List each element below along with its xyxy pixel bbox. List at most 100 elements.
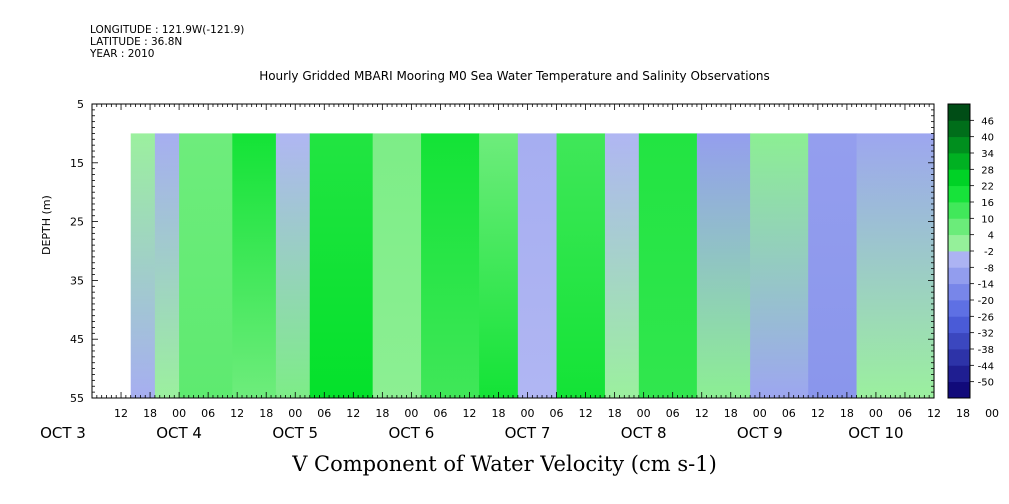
heatmap-band <box>179 133 233 398</box>
x-day-label: OCT 8 <box>621 424 667 442</box>
heatmap-band <box>517 133 558 398</box>
heatmap-band <box>750 133 809 398</box>
colorbar-label: -26 <box>978 312 994 323</box>
location-header: LONGITUDE : 121.9W(-121.9) LATITUDE : 36… <box>90 24 244 60</box>
x-hour-label: 12 <box>695 407 709 420</box>
colorbar-swatch <box>948 185 970 203</box>
heatmap-band <box>130 133 156 398</box>
axis-ticks: 12 18 00 06 12 18 00 06 12 18 00 06 12 18 00 06 12 18 00 06… <box>40 98 999 442</box>
colorbar-swatch <box>948 381 970 399</box>
heatmap-band <box>309 133 374 398</box>
colorbar-label: -20 <box>978 296 994 307</box>
heatmap-band <box>856 133 935 398</box>
x-hour-label: 06 <box>317 407 331 420</box>
colorbar-label: 16 <box>981 198 994 209</box>
colorbar-label: -38 <box>978 345 994 356</box>
x-day-label: OCT 6 <box>388 424 434 442</box>
x-hour-label: 12 <box>346 407 360 420</box>
y-tick-label: 5 <box>77 98 84 111</box>
colorbar-swatch <box>948 136 970 154</box>
x-day-label: OCT 3 <box>40 424 86 442</box>
heatmap-band <box>638 133 698 398</box>
x-day-label: OCT 5 <box>272 424 318 442</box>
x-day-label: OCT 7 <box>505 424 551 442</box>
x-hour-label: 00 <box>404 407 418 420</box>
x-hour-label: 18 <box>608 407 622 420</box>
x-hour-label: 00 <box>521 407 535 420</box>
colorbar-label: 34 <box>981 149 994 160</box>
colorbar-label: -50 <box>978 378 994 389</box>
heatmap-band <box>232 133 277 398</box>
x-hour-label: 12 <box>462 407 476 420</box>
colorbar-label: 4 <box>988 231 994 242</box>
colorbar-label: -44 <box>978 361 994 372</box>
colorbar-swatch <box>948 316 970 334</box>
colorbar-swatch <box>948 365 970 383</box>
colorbar-label: -14 <box>978 280 994 291</box>
x-hour-label: 00 <box>869 407 883 420</box>
x-hour-label: 12 <box>927 407 941 420</box>
x-day-label: OCT 10 <box>848 424 903 442</box>
x-hour-label: 06 <box>433 407 447 420</box>
heatmap-band <box>556 133 606 398</box>
colorbar-label: 22 <box>981 182 994 193</box>
x-hour-label: 18 <box>491 407 505 420</box>
colorbar-label: 10 <box>981 214 994 225</box>
latitude-label: LATITUDE : 36.8N <box>90 36 183 48</box>
colorbar-label: -8 <box>984 263 994 274</box>
x-hour-label: 00 <box>753 407 767 420</box>
colorbar-swatch <box>948 300 970 317</box>
x-hour-label: 06 <box>201 407 215 420</box>
chart-title: Hourly Gridded MBARI Mooring M0 Sea Wate… <box>259 69 770 83</box>
heatmap-band <box>479 133 519 398</box>
x-hour-label: 06 <box>666 407 680 420</box>
x-hour-label: 00 <box>172 407 186 420</box>
colorbar-swatch <box>948 234 970 252</box>
colorbar-label: 40 <box>981 133 994 144</box>
x-hour-label: 18 <box>956 407 970 420</box>
x-hour-label: 12 <box>579 407 593 420</box>
x-hour-label: 06 <box>782 407 796 420</box>
x-hour-label: 18 <box>143 407 157 420</box>
colorbar-swatch <box>948 218 970 236</box>
heatmap-band <box>808 133 858 398</box>
colorbar: -50 -44 -38 -32 -26 -20 -14 -8 -2 4 10 16 22 28 34 40 46 <box>947 103 994 399</box>
x-hour-label: 18 <box>840 407 854 420</box>
heatmap-band <box>275 133 311 398</box>
x-hour-label: 18 <box>375 407 389 420</box>
x-hour-label: 12 <box>230 407 244 420</box>
colorbar-swatch <box>948 349 970 366</box>
heatmap-band <box>604 133 640 398</box>
y-tick-label: 35 <box>70 274 84 287</box>
x-hour-label: 18 <box>724 407 738 420</box>
colorbar-swatch <box>948 267 970 285</box>
x-hour-label: 18 <box>259 407 273 420</box>
x-hour-label: 06 <box>550 407 564 420</box>
colorbar-swatch <box>948 120 970 138</box>
colorbar-label: 28 <box>981 165 994 176</box>
y-tick-label: 55 <box>70 392 84 405</box>
colorbar-swatch <box>948 104 970 121</box>
colorbar-swatch <box>948 251 970 268</box>
x-hour-label: 12 <box>114 407 128 420</box>
x-hour-label: 00 <box>985 407 999 420</box>
colorbar-swatch <box>948 169 970 187</box>
x-hour-label: 00 <box>637 407 651 420</box>
x-hour-label: 00 <box>288 407 302 420</box>
longitude-label: LONGITUDE : 121.9W(-121.9) <box>90 24 245 36</box>
colorbar-label: -2 <box>984 247 994 258</box>
heatmap-band <box>696 133 751 398</box>
y-tick-label: 25 <box>70 216 84 229</box>
x-day-label: OCT 4 <box>156 424 202 442</box>
colorbar-label: 46 <box>981 116 994 127</box>
colorbar-swatch <box>948 153 970 170</box>
y-tick-label: 45 <box>70 333 84 346</box>
colorbar-label: -32 <box>978 329 994 340</box>
x-hour-label: 12 <box>811 407 825 420</box>
x-day-label: OCT 9 <box>737 424 783 442</box>
heatmap-band <box>154 133 180 398</box>
x-hour-label: 06 <box>898 407 912 420</box>
heatmap-band <box>372 133 422 398</box>
year-label: YEAR : 2010 <box>90 48 155 60</box>
